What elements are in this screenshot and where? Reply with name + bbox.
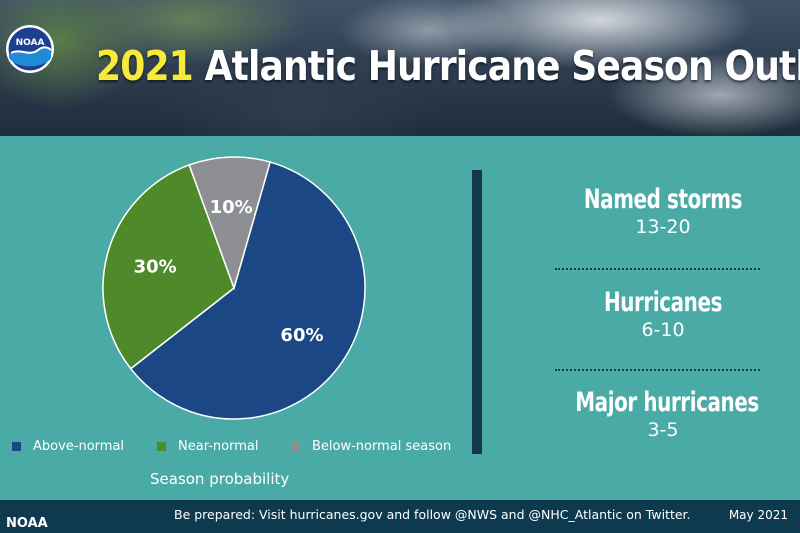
pie-data-label: 30% bbox=[134, 256, 177, 277]
footer-date: May 2021 bbox=[728, 508, 788, 522]
legend-swatch bbox=[291, 442, 300, 451]
stat-named-storms: Named storms 13-20 bbox=[556, 184, 770, 238]
stat-value: 3-5 bbox=[647, 419, 679, 441]
header-banner: NOAA 2021 Atlantic Hurricane Season Outl… bbox=[0, 0, 800, 136]
legend-label: Above-normal bbox=[33, 439, 125, 454]
legend-label: Near-normal bbox=[178, 439, 259, 454]
separator bbox=[555, 268, 760, 270]
stat-label: Major hurricanes bbox=[575, 387, 759, 418]
pie-data-label: 10% bbox=[210, 197, 253, 218]
stat-value: 13-20 bbox=[635, 216, 691, 238]
footer-text: Be prepared: Visit hurricanes.gov and fo… bbox=[174, 507, 691, 522]
logo-text: NOAA bbox=[16, 38, 45, 48]
separator bbox=[555, 369, 760, 371]
pie-slice-below-normal-season bbox=[188, 156, 272, 291]
chart-legend: Above-normal Near-normal Below-normal seas… bbox=[0, 439, 480, 459]
stat-label: Named storms bbox=[583, 184, 743, 215]
divider-bar bbox=[472, 170, 482, 454]
stat-value: 6-10 bbox=[641, 319, 685, 341]
legend-item: Below-normal season bbox=[291, 439, 451, 454]
footer: NOAA Be prepared: Visit hurricanes.gov a… bbox=[0, 500, 800, 533]
season-probability-pie-chart: 60% 30% 10% bbox=[102, 156, 366, 420]
legend-label: Below-normal season bbox=[312, 439, 452, 454]
stat-hurricanes: Hurricanes 6-10 bbox=[556, 287, 770, 341]
page-title: 2021 Atlantic Hurricane Season Outlook bbox=[96, 42, 800, 90]
legend-swatch bbox=[12, 442, 21, 451]
stat-label: Hurricanes bbox=[603, 287, 723, 318]
legend-item: Near-normal bbox=[157, 439, 258, 454]
legend-item: Above-normal bbox=[12, 439, 124, 454]
noaa-logo: NOAA bbox=[6, 25, 54, 73]
pie-data-label: 60% bbox=[280, 325, 323, 346]
pie-slice-near-normal bbox=[102, 163, 235, 370]
stat-major-hurricanes: Major hurricanes 3-5 bbox=[556, 387, 770, 441]
title-text: Atlantic Hurricane Season Outlook bbox=[204, 42, 800, 90]
footer-brand: NOAA bbox=[6, 516, 48, 531]
legend-swatch bbox=[157, 442, 166, 451]
chart-caption: Season probability bbox=[150, 470, 290, 488]
pie-slice-above-normal bbox=[129, 161, 366, 420]
title-year: 2021 bbox=[96, 42, 194, 90]
